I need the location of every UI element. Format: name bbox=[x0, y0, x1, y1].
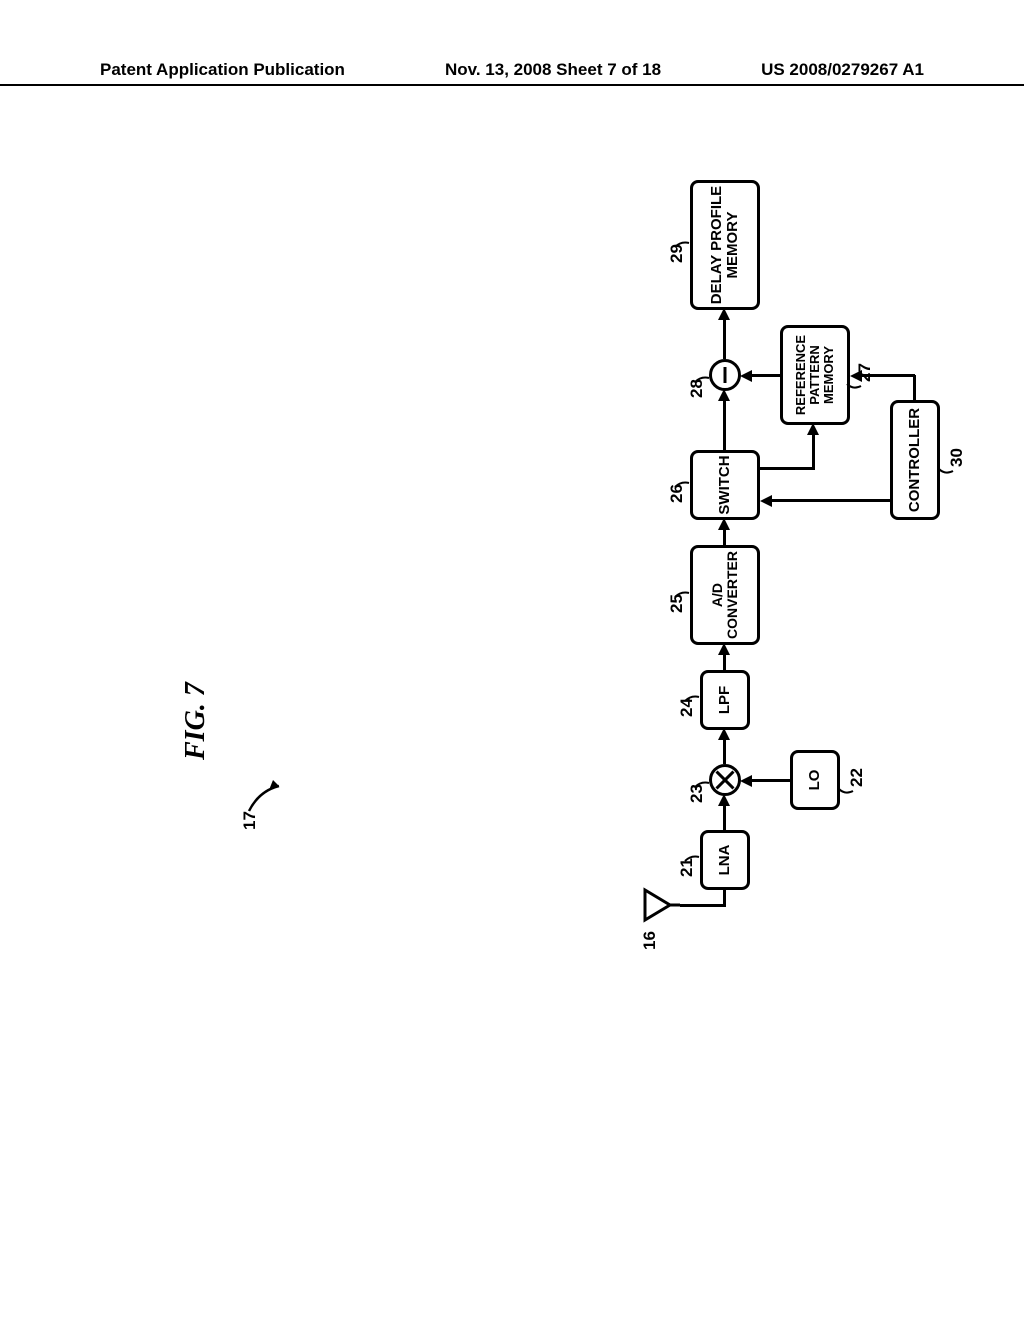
ref-tick bbox=[673, 237, 691, 249]
edge bbox=[750, 779, 790, 782]
edge bbox=[723, 653, 726, 670]
adc-block: A/DCONVERTER bbox=[690, 545, 760, 645]
edge bbox=[723, 399, 726, 450]
adc-label: A/DCONVERTER bbox=[710, 551, 741, 639]
ref-tick bbox=[937, 463, 955, 475]
lo-block: LO bbox=[790, 750, 840, 810]
ref-tick bbox=[673, 477, 691, 489]
edge bbox=[680, 904, 725, 907]
lpf-label: LPF bbox=[717, 686, 734, 714]
subtract-node bbox=[709, 359, 741, 391]
edge bbox=[913, 375, 916, 400]
figure-title: FIG. 7 bbox=[180, 682, 212, 760]
edge bbox=[723, 890, 726, 907]
arrowhead-icon bbox=[740, 370, 752, 382]
lna-label: LNA bbox=[717, 845, 734, 876]
arrowhead-icon bbox=[850, 370, 862, 382]
ref-tick bbox=[693, 372, 711, 384]
lo-label: LO bbox=[807, 770, 824, 791]
ref-tick bbox=[837, 783, 855, 795]
switch-label: SWITCH bbox=[717, 455, 734, 514]
antenna-ref: 16 bbox=[640, 931, 660, 950]
edge bbox=[723, 804, 726, 830]
arrowhead-icon bbox=[740, 775, 752, 787]
edge bbox=[723, 738, 726, 764]
curve-arrow-icon bbox=[244, 776, 284, 816]
edge bbox=[723, 318, 726, 359]
ref-tick bbox=[683, 691, 701, 703]
ref-tick bbox=[683, 851, 701, 863]
mixer-node bbox=[709, 764, 741, 796]
edge bbox=[760, 467, 815, 470]
controller-block: CONTROLLER bbox=[890, 400, 940, 520]
delay-memory-block: DELAY PROFILEMEMORY bbox=[690, 180, 760, 310]
ref-tick bbox=[673, 587, 691, 599]
header-center: Nov. 13, 2008 Sheet 7 of 18 bbox=[445, 60, 661, 80]
reference-memory-label: REFERENCEPATTERNMEMORY bbox=[794, 335, 837, 415]
edge bbox=[812, 433, 815, 470]
edge bbox=[723, 528, 726, 545]
header-right: US 2008/0279267 A1 bbox=[761, 60, 924, 80]
reference-memory-block: REFERENCEPATTERNMEMORY bbox=[780, 325, 850, 425]
antenna-icon bbox=[640, 885, 685, 925]
ref-tick bbox=[693, 777, 711, 789]
arrowhead-icon bbox=[760, 495, 772, 507]
header-row: Patent Application Publication Nov. 13, … bbox=[0, 60, 1024, 80]
switch-block: SWITCH bbox=[690, 450, 760, 520]
lpf-block: LPF bbox=[700, 670, 750, 730]
edge bbox=[750, 374, 780, 377]
edge bbox=[860, 374, 915, 377]
header-left: Patent Application Publication bbox=[100, 60, 345, 80]
block-diagram: FIG. 7 17 16 LNA 21 23 LO 22 LPF 24 bbox=[190, 180, 830, 820]
edge bbox=[770, 499, 890, 502]
controller-label: CONTROLLER bbox=[907, 408, 924, 512]
delay-memory-label: DELAY PROFILEMEMORY bbox=[709, 186, 742, 304]
page-header: Patent Application Publication Nov. 13, … bbox=[0, 60, 1024, 86]
lna-block: LNA bbox=[700, 830, 750, 890]
